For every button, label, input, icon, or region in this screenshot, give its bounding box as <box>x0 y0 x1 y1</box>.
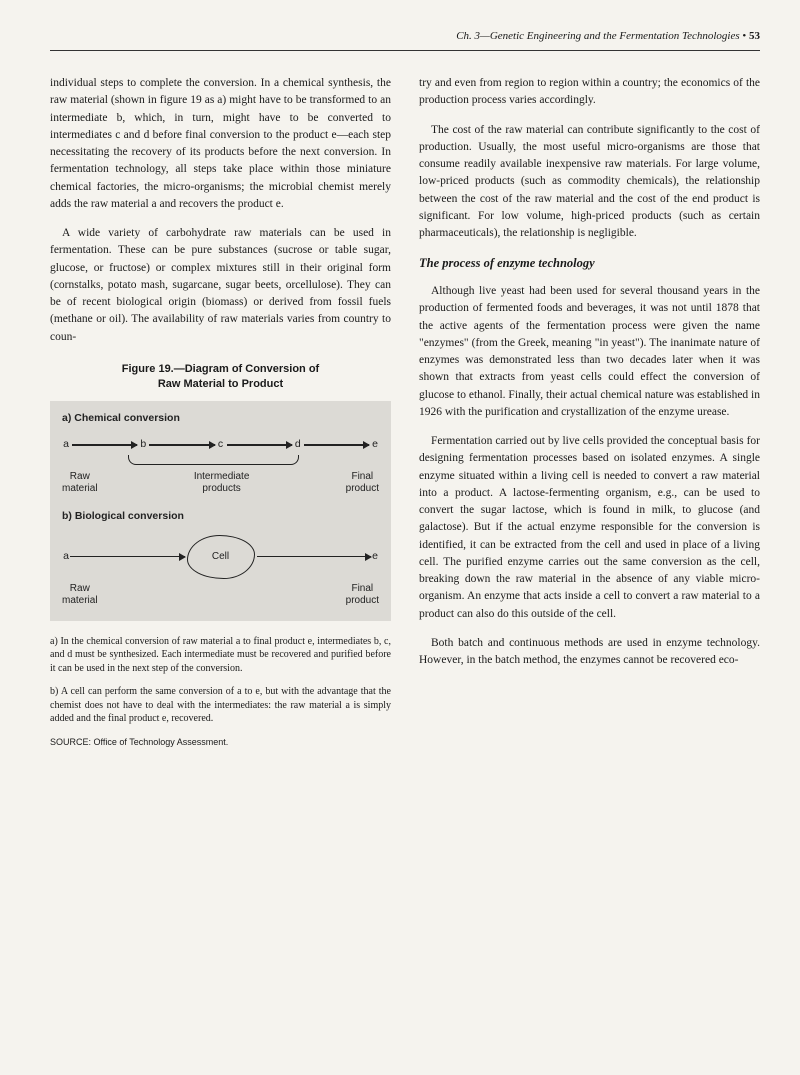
body-paragraph: Fermentation carried out by live cells p… <box>419 433 760 623</box>
right-column: try and even from region to region withi… <box>419 75 760 749</box>
brace-wrap <box>62 455 379 469</box>
chapter-title: Ch. 3—Genetic Engineering and the Fermen… <box>456 30 739 42</box>
underbrace-icon <box>128 455 299 465</box>
panel-a-title: a) Chemical conversion <box>62 411 379 427</box>
section-subhead: The process of enzyme technology <box>419 254 760 273</box>
arrow-icon <box>70 556 185 558</box>
figure-box: a) Chemical conversion a b c d e Raw mat… <box>50 401 391 620</box>
body-paragraph: A wide variety of carbohydrate raw mater… <box>50 225 391 346</box>
panel-b-title: b) Biological conversion <box>62 509 379 525</box>
cell-shape: Cell <box>187 535 255 579</box>
left-column: individual steps to complete the convers… <box>50 75 391 749</box>
figure-source: SOURCE: Office of Technology Assessment. <box>50 736 391 750</box>
cell-label: Cell <box>212 549 229 564</box>
figure-title-line: Figure 19.—Diagram of Conversion of <box>122 363 319 375</box>
body-paragraph: individual steps to complete the convers… <box>50 75 391 213</box>
header-bullet: • <box>742 30 746 42</box>
page-number: 53 <box>749 30 760 42</box>
node-d: d <box>294 437 302 453</box>
biological-row: a Cell e <box>62 535 379 579</box>
figure-title: Figure 19.—Diagram of Conversion of Raw … <box>50 362 391 392</box>
body-paragraph: Although live yeast had been used for se… <box>419 283 760 421</box>
panel-b-labels: Raw material Final product <box>62 583 379 607</box>
node-e: e <box>371 549 379 565</box>
caption-text: In the chemical conversion of raw materi… <box>50 636 391 674</box>
arrow-icon <box>72 444 137 446</box>
body-paragraph: The cost of the raw material can contrib… <box>419 122 760 243</box>
arrow-icon <box>227 444 292 446</box>
node-a: a <box>62 549 70 565</box>
figure-title-line: Raw Material to Product <box>158 378 283 390</box>
caption-text: A cell can perform the same conversion o… <box>50 686 391 724</box>
caption-b: b) A cell can perform the same conversio… <box>50 685 391 726</box>
final-label: Final product <box>346 583 379 607</box>
body-paragraph: Both batch and continuous methods are us… <box>419 635 760 670</box>
node-e: e <box>371 437 379 453</box>
node-c: c <box>217 437 225 453</box>
arrow-icon <box>149 444 214 446</box>
body-paragraph: try and even from region to region withi… <box>419 75 760 110</box>
chemical-chain: a b c d e <box>62 437 379 453</box>
arrow-icon <box>304 444 369 446</box>
panel-a-labels: Raw material Intermediate products Final… <box>62 471 379 495</box>
arrow-icon <box>257 556 372 558</box>
caption-label: a) <box>50 636 58 647</box>
node-a: a <box>62 437 70 453</box>
node-b: b <box>139 437 147 453</box>
raw-label: Raw material <box>62 583 98 607</box>
two-column-layout: individual steps to complete the convers… <box>50 75 760 749</box>
intermediate-label: Intermediate products <box>194 471 250 495</box>
caption-a: a) In the chemical conversion of raw mat… <box>50 635 391 676</box>
running-header: Ch. 3—Genetic Engineering and the Fermen… <box>50 30 760 51</box>
raw-label: Raw material <box>62 471 98 495</box>
final-label: Final product <box>346 471 379 495</box>
